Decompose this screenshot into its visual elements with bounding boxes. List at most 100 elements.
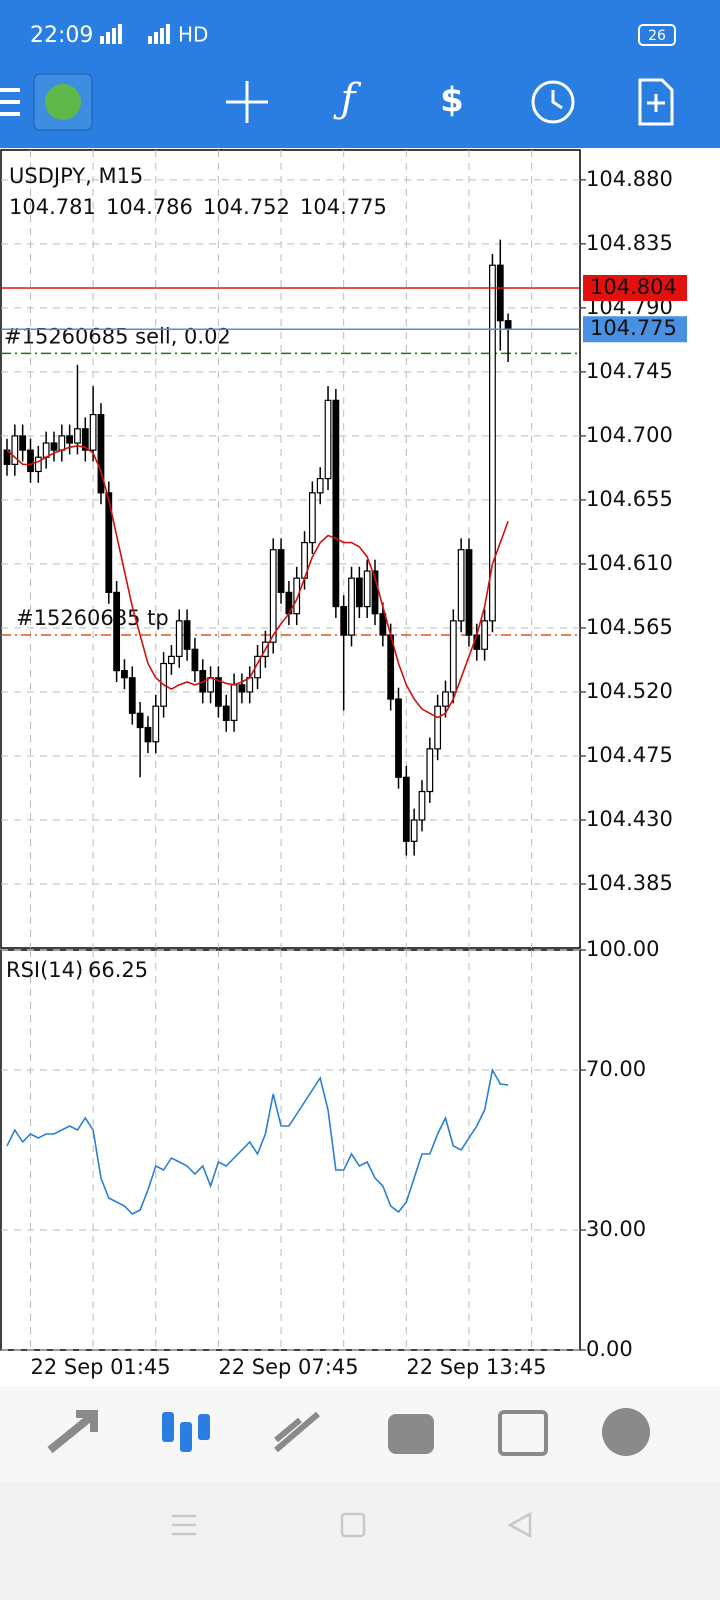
candle-body (316, 477, 324, 494)
news-tab[interactable] (498, 1410, 548, 1456)
candle-body (34, 456, 42, 473)
y-tick-label: 104.835 (586, 231, 673, 255)
y-tick-label: 30.00 (586, 1217, 646, 1241)
candle-body (308, 492, 316, 544)
y-tick-label: 104.880 (586, 167, 673, 191)
ohlc-value: 104.786 (106, 195, 193, 219)
candle-body (379, 613, 387, 636)
x-tick-label: 22 Sep 07:45 (218, 1355, 358, 1379)
candle-body (27, 449, 34, 473)
candle-body (434, 705, 442, 750)
candle-body (183, 620, 191, 650)
candle-body (81, 428, 89, 451)
candle-body (168, 655, 175, 665)
candle-body (74, 428, 81, 444)
candle-body (105, 492, 113, 593)
new-order-button[interactable] (638, 78, 674, 126)
candle-body (121, 670, 128, 679)
candle-body (66, 435, 74, 444)
price-tag (583, 274, 687, 301)
y-tick-label: 104.745 (586, 359, 673, 383)
candle-body (89, 413, 97, 451)
candle-body (207, 677, 214, 693)
history-tab[interactable] (388, 1414, 434, 1454)
candle-body (191, 648, 199, 672)
candle-body (230, 684, 238, 722)
bottom-nav (0, 1386, 720, 1482)
candle-body (504, 320, 512, 330)
candle-body (97, 413, 105, 494)
candle-body (152, 705, 160, 743)
y-tick-label: 104.610 (586, 551, 673, 575)
battery-level: 26 (648, 28, 666, 44)
rsi-line (6, 1067, 509, 1215)
ohlc-value: 104.752 (203, 195, 290, 219)
price-tag-label: 104.804 (590, 275, 677, 299)
y-tick-label: 104.520 (586, 679, 673, 703)
timeframe-button[interactable] (531, 80, 575, 124)
candle-body (410, 819, 418, 842)
y-tick-label: 104.385 (586, 871, 673, 895)
menu-button[interactable] (0, 88, 20, 116)
candle-body (222, 705, 230, 722)
candle-body (465, 549, 473, 636)
y-tick-label: 70.00 (586, 1057, 646, 1081)
price-tag (583, 316, 687, 343)
candle-body (489, 264, 496, 622)
candle-body (395, 698, 402, 778)
trade-tab[interactable] (274, 1411, 320, 1453)
candle-body (277, 549, 285, 593)
candle-body (340, 606, 348, 636)
candle-body (348, 577, 355, 636)
y-tick-label: 104.565 (586, 615, 673, 639)
network-type: HD (178, 23, 208, 47)
candle-body (136, 712, 144, 729)
candle-body (215, 677, 222, 707)
menu-key[interactable] (172, 1514, 196, 1536)
ohlc-value: 104.775 (300, 195, 387, 219)
candle-body (481, 620, 489, 650)
ohlc-value: 104.781 (9, 195, 96, 219)
y-tick-label: 104.700 (586, 423, 673, 447)
chart-area (0, 148, 720, 1386)
x-tick-label: 22 Sep 01:45 (30, 1355, 170, 1379)
signal-icons (100, 24, 170, 44)
symbol: USDJPY, M15 (9, 164, 143, 188)
y-tick-label: 100.00 (586, 937, 659, 961)
price-panel (0, 149, 581, 949)
candle-body (50, 442, 58, 451)
crosshair-button[interactable] (226, 81, 268, 123)
candle-body (418, 790, 426, 821)
candle-body (371, 570, 379, 615)
chart-tab[interactable] (162, 1412, 210, 1452)
home-key[interactable] (340, 1512, 366, 1538)
quotes-tab[interactable] (47, 1410, 98, 1454)
top-bar (0, 0, 720, 148)
y-tick-label: 104.430 (586, 807, 673, 831)
chat-tab[interactable] (602, 1408, 650, 1456)
candle-body (144, 726, 152, 743)
moving-average (6, 445, 509, 719)
candle-body (402, 776, 410, 842)
candle-body (19, 435, 27, 451)
candle-body (496, 264, 504, 322)
candle-body (457, 549, 465, 622)
system-buttons (172, 1511, 532, 1539)
candle-body (269, 549, 277, 643)
back-key[interactable] (507, 1511, 532, 1539)
candle-body (442, 691, 449, 707)
candle-body (238, 684, 246, 693)
trade-button[interactable]: $ (440, 81, 464, 121)
battery-icon (638, 24, 676, 46)
candle-body (42, 442, 50, 458)
x-tick-label: 22 Sep 13:45 (406, 1355, 546, 1379)
indicator-value: 66.25 (88, 958, 148, 982)
nav-icons (47, 1408, 650, 1456)
price-tag-label: 104.775 (590, 316, 677, 340)
app-logo-mark (45, 84, 81, 120)
candle-body (355, 577, 363, 608)
y-tick-label: 104.475 (586, 743, 673, 767)
clock: 22:09 (30, 23, 93, 48)
candle-body (246, 677, 254, 693)
